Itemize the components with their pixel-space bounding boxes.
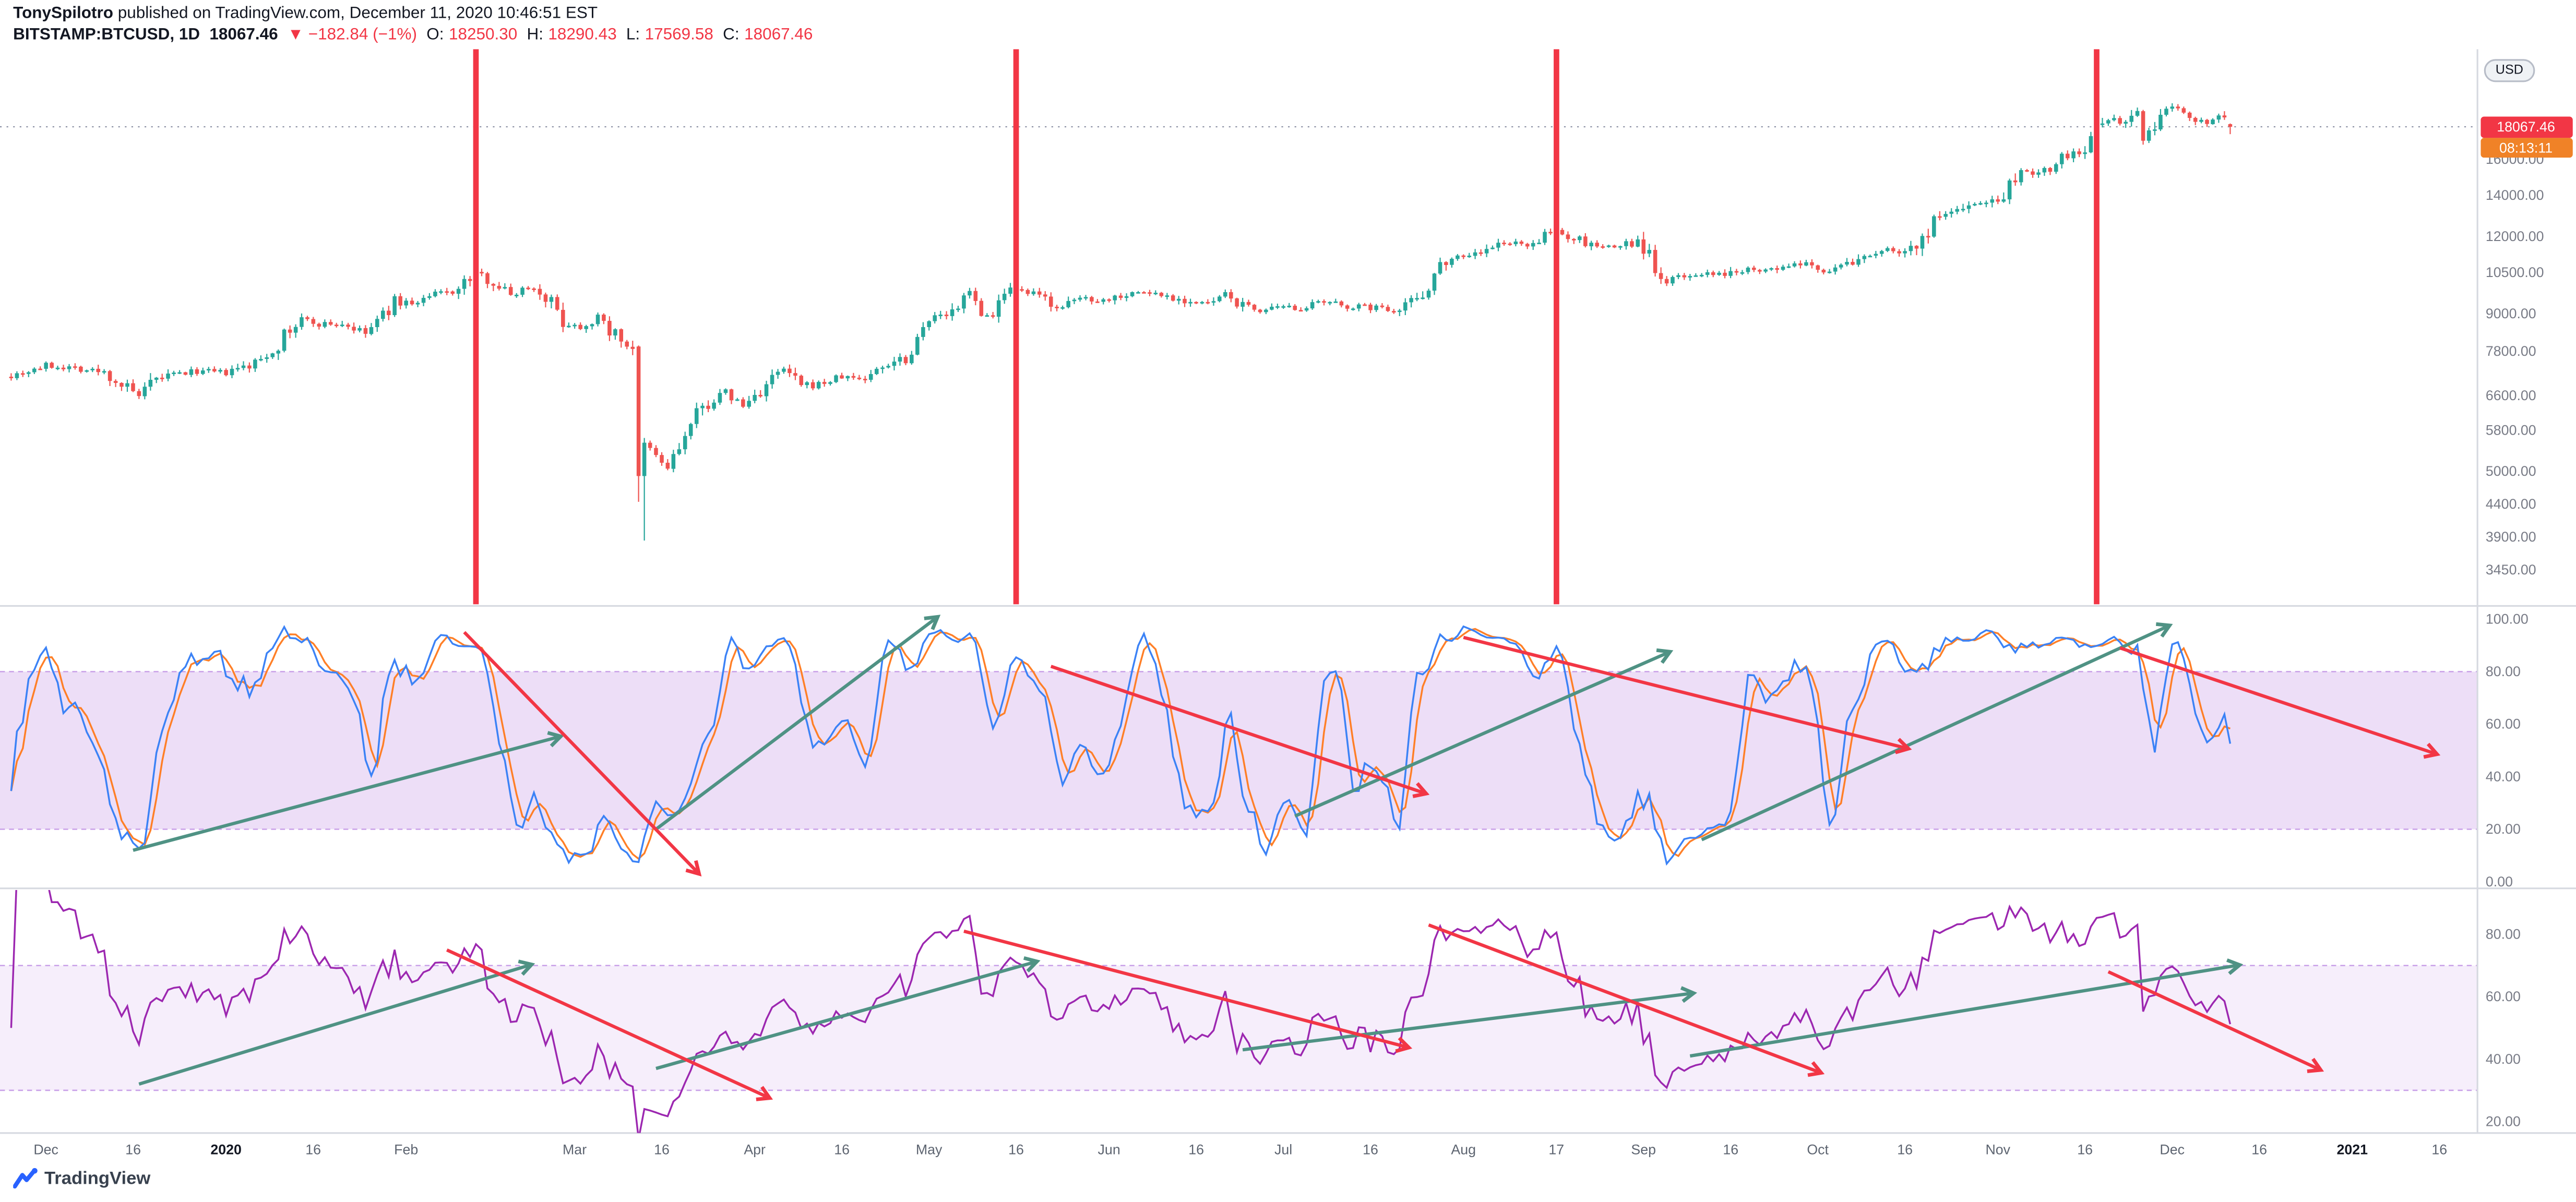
trend-arrow <box>2107 970 2324 1073</box>
trend-arrow <box>446 948 773 1101</box>
rsi-tick-label: 20.00 <box>2485 1113 2521 1129</box>
stoch-tick-label: 100.00 <box>2485 610 2529 627</box>
time-tick-label: 16 <box>1363 1141 1378 1158</box>
time-tick-label: Apr <box>744 1141 766 1158</box>
time-tick-label: 16 <box>1008 1141 1024 1158</box>
price-tick-label: 6600.00 <box>2485 388 2536 404</box>
trend-arrow <box>138 959 535 1086</box>
rsi-tick-label: 60.00 <box>2485 988 2521 1005</box>
bar-countdown-badge: 08:13:11 <box>2479 137 2572 158</box>
open-label: O: <box>426 26 444 44</box>
trend-arrow <box>655 615 941 831</box>
rsi-tick-label: 40.00 <box>2485 1050 2521 1067</box>
stoch-tick-label: 60.00 <box>2485 715 2521 732</box>
time-tick-label: 16 <box>305 1141 321 1158</box>
time-tick-label: Jul <box>1274 1141 1293 1158</box>
time-tick-label: 16 <box>2251 1141 2268 1158</box>
time-tick-label: Mar <box>563 1141 587 1158</box>
stoch-band <box>0 671 2478 830</box>
time-tick-label: 16 <box>2077 1141 2093 1158</box>
price-tick-label: 9000.00 <box>2485 304 2536 321</box>
stoch-tick-label: 0.00 <box>2485 873 2513 890</box>
low-label: L: <box>626 26 640 44</box>
close-value: 18067.46 <box>744 26 813 44</box>
time-axis[interactable] <box>0 1135 2477 1168</box>
price-tick-label: 3450.00 <box>2485 561 2536 578</box>
price-tick-label: 10500.00 <box>2485 263 2544 280</box>
price-tick-label: 12000.00 <box>2485 227 2544 244</box>
candlesticks <box>9 103 2233 541</box>
time-tick-label: 16 <box>834 1141 850 1158</box>
trend-arrow <box>655 956 1041 1071</box>
symbol-name: BITSTAMP:BTCUSD, 1D <box>13 26 200 44</box>
time-tick-label: 16 <box>1897 1141 1913 1158</box>
time-tick-label: 16 <box>654 1141 670 1158</box>
trend-arrow <box>1689 958 2244 1058</box>
time-tick-label: 16 <box>1188 1141 1204 1158</box>
tradingview-logo-icon <box>13 1168 38 1189</box>
time-tick-label: 16 <box>2431 1141 2448 1158</box>
stoch-tick-label: 20.00 <box>2485 820 2521 837</box>
last-price-badge: 18067.46 <box>2479 117 2572 138</box>
tradingview-logo[interactable]: TradingView <box>13 1168 150 1189</box>
close-label: C: <box>723 26 740 44</box>
time-tick-label: 17 <box>1548 1141 1565 1158</box>
trend-arrow <box>463 631 702 876</box>
time-tick-label: 2021 <box>2336 1141 2368 1158</box>
trend-arrow <box>1463 635 1912 754</box>
trend-arrow <box>1701 622 2173 842</box>
rsi-line <box>10 890 2232 1133</box>
symbol-ohlc-row: BITSTAMP:BTCUSD, 1D 18067.46 ▼ −182.84 (… <box>13 25 818 46</box>
publish-meta: published on TradingView.com, December 1… <box>113 5 598 23</box>
time-tick-label: 16 <box>1723 1141 1739 1158</box>
stoch-tick-label: 80.00 <box>2485 663 2521 680</box>
rsi-band <box>0 965 2478 1090</box>
time-tick-label: May <box>915 1141 943 1158</box>
time-tick-label: 16 <box>125 1141 141 1158</box>
open-value: 18250.30 <box>448 26 518 44</box>
trend-arrow <box>1050 665 1430 798</box>
high-label: H: <box>527 26 543 44</box>
time-tick-label: Feb <box>394 1141 419 1158</box>
price-tick-label: 3900.00 <box>2485 528 2536 545</box>
time-tick-label: Dec <box>33 1141 58 1158</box>
price-change: ▼ −182.84 (−1%) <box>287 26 418 44</box>
time-tick-label: Dec <box>2160 1141 2185 1158</box>
time-tick-label: Sep <box>1631 1141 1656 1158</box>
trend-arrow <box>1294 648 1674 818</box>
stoch-tick-label: 40.00 <box>2485 768 2521 785</box>
tradingview-logo-text: TradingView <box>44 1168 151 1188</box>
stoch-k-line <box>10 625 2232 866</box>
time-tick-label: Aug <box>1451 1141 1476 1158</box>
trend-arrow <box>963 929 1413 1053</box>
currency-badge: USD <box>2484 59 2535 82</box>
time-tick-label: Nov <box>1985 1141 2011 1158</box>
high-value: 18290.43 <box>548 26 617 44</box>
trend-arrow <box>1242 986 1698 1052</box>
price-axis[interactable] <box>2477 49 2576 1133</box>
low-value: 17569.58 <box>645 26 713 44</box>
last-price-value: 18067.46 <box>209 26 278 44</box>
time-tick-label: 2020 <box>210 1141 242 1158</box>
price-tick-label: 4400.00 <box>2485 496 2536 513</box>
publish-line: TonySpilotro published on TradingView.co… <box>13 3 818 25</box>
price-tick-label: 5800.00 <box>2485 422 2536 439</box>
trend-arrow <box>1428 923 1825 1077</box>
time-tick-label: Oct <box>1807 1141 1829 1158</box>
publish-header: TonySpilotro published on TradingView.co… <box>13 3 818 46</box>
trend-arrow <box>2119 646 2441 759</box>
rsi-tick-label: 80.00 <box>2485 925 2521 942</box>
stoch-d-line <box>10 628 2231 860</box>
time-tick-label: Jun <box>1098 1141 1120 1158</box>
price-tick-label: 5000.00 <box>2485 462 2536 478</box>
trend-arrow <box>133 731 565 852</box>
price-tick-label: 7800.00 <box>2485 343 2536 359</box>
price-tick-label: 14000.00 <box>2485 186 2544 203</box>
author-name: TonySpilotro <box>13 5 113 23</box>
